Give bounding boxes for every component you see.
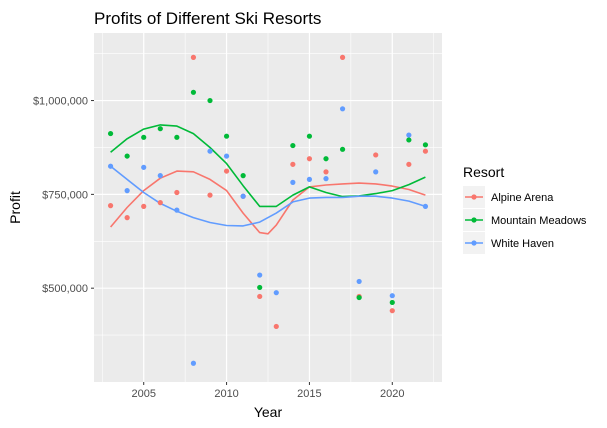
- point-alpine-arena: [257, 293, 263, 300]
- x-axis: 2005 2010 2015 2020: [131, 382, 405, 400]
- point-white-haven: [356, 278, 362, 285]
- y-axis: $500,000 $750,000 $1,000,000: [33, 96, 94, 295]
- point-alpine-arena: [373, 152, 379, 158]
- point-alpine-arena: [190, 54, 197, 60]
- y-tick-label: $500,000: [42, 283, 88, 295]
- legend-item-alpine-arena: Alpine Arena: [463, 186, 554, 208]
- point-white-haven: [223, 153, 230, 159]
- chart-title: Profits of Different Ski Resorts: [94, 9, 321, 28]
- point-alpine-arena: [107, 203, 114, 209]
- point-alpine-arena: [273, 323, 279, 330]
- x-tick-label: 2020: [380, 388, 404, 400]
- point-mountain-meadows: [356, 294, 362, 301]
- point-white-haven: [107, 163, 114, 169]
- point-white-haven: [190, 360, 197, 366]
- point-white-haven: [290, 179, 296, 185]
- x-tick-label: 2005: [131, 388, 155, 400]
- point-mountain-meadows: [257, 284, 263, 291]
- point-white-haven: [207, 148, 213, 154]
- point-alpine-arena: [207, 192, 213, 198]
- smooth-lines: [109, 124, 426, 235]
- point-mountain-meadows: [306, 133, 313, 139]
- legend-item-mountain-meadows: Mountain Meadows: [463, 209, 587, 231]
- x-tick-label: 2010: [214, 388, 238, 400]
- legend-key-point: [471, 240, 477, 246]
- point-alpine-arena: [124, 215, 130, 221]
- smooth-line-mountain-meadows: [110, 124, 426, 208]
- point-white-haven: [174, 207, 180, 213]
- point-alpine-arena: [422, 148, 429, 154]
- legend-label: Alpine Arena: [491, 192, 554, 204]
- point-white-haven: [306, 176, 313, 182]
- point-alpine-arena: [339, 54, 346, 60]
- smooth-line-alpine-arena: [109, 170, 426, 235]
- point-white-haven: [273, 290, 279, 296]
- x-tick-label: 2015: [297, 388, 321, 400]
- point-mountain-meadows: [422, 142, 429, 148]
- point-mountain-meadows: [157, 126, 163, 132]
- point-alpine-arena: [290, 161, 296, 167]
- point-alpine-arena: [323, 169, 329, 175]
- legend: Resort Alpine Arena Mountain Meadows White…: [463, 164, 587, 254]
- legend-key-point: [471, 217, 477, 223]
- point-alpine-arena: [406, 161, 412, 167]
- smooth-line-white-haven: [110, 165, 426, 227]
- point-mountain-meadows: [406, 137, 412, 143]
- point-alpine-arena: [141, 203, 147, 209]
- point-mountain-meadows: [339, 146, 346, 152]
- point-alpine-arena: [174, 189, 180, 196]
- point-white-haven: [141, 164, 147, 170]
- point-mountain-meadows: [107, 130, 114, 137]
- point-mountain-meadows: [223, 133, 230, 139]
- legend-title: Resort: [463, 164, 504, 180]
- point-alpine-arena: [157, 200, 163, 206]
- point-mountain-meadows: [389, 299, 395, 306]
- x-axis-title: Year: [254, 404, 283, 420]
- point-alpine-arena: [306, 156, 313, 162]
- point-mountain-meadows: [141, 134, 147, 140]
- minor-gridlines: [94, 33, 442, 382]
- y-tick-label: $1,000,000: [33, 96, 88, 108]
- point-white-haven: [157, 173, 163, 179]
- point-white-haven: [257, 272, 263, 278]
- point-white-haven: [339, 106, 346, 112]
- point-white-haven: [373, 169, 379, 175]
- y-axis-title: Profit: [7, 191, 23, 224]
- point-white-haven: [124, 188, 130, 194]
- point-mountain-meadows: [190, 89, 197, 95]
- y-tick-label: $750,000: [42, 189, 88, 201]
- point-alpine-arena: [223, 168, 230, 174]
- point-mountain-meadows: [207, 97, 213, 104]
- point-white-haven: [323, 176, 329, 182]
- point-white-haven: [240, 193, 246, 199]
- point-white-haven: [389, 293, 395, 299]
- legend-label: Mountain Meadows: [491, 215, 587, 227]
- point-white-haven: [422, 203, 429, 209]
- point-alpine-arena: [389, 308, 395, 314]
- point-mountain-meadows: [323, 156, 329, 162]
- legend-item-white-haven: White Haven: [463, 232, 554, 254]
- point-white-haven: [406, 132, 412, 138]
- legend-label: White Haven: [491, 238, 554, 250]
- point-mountain-meadows: [240, 173, 246, 179]
- point-mountain-meadows: [124, 153, 130, 159]
- point-mountain-meadows: [290, 142, 296, 149]
- legend-key-point: [471, 194, 477, 200]
- point-mountain-meadows: [174, 134, 180, 140]
- data-points: [107, 54, 429, 366]
